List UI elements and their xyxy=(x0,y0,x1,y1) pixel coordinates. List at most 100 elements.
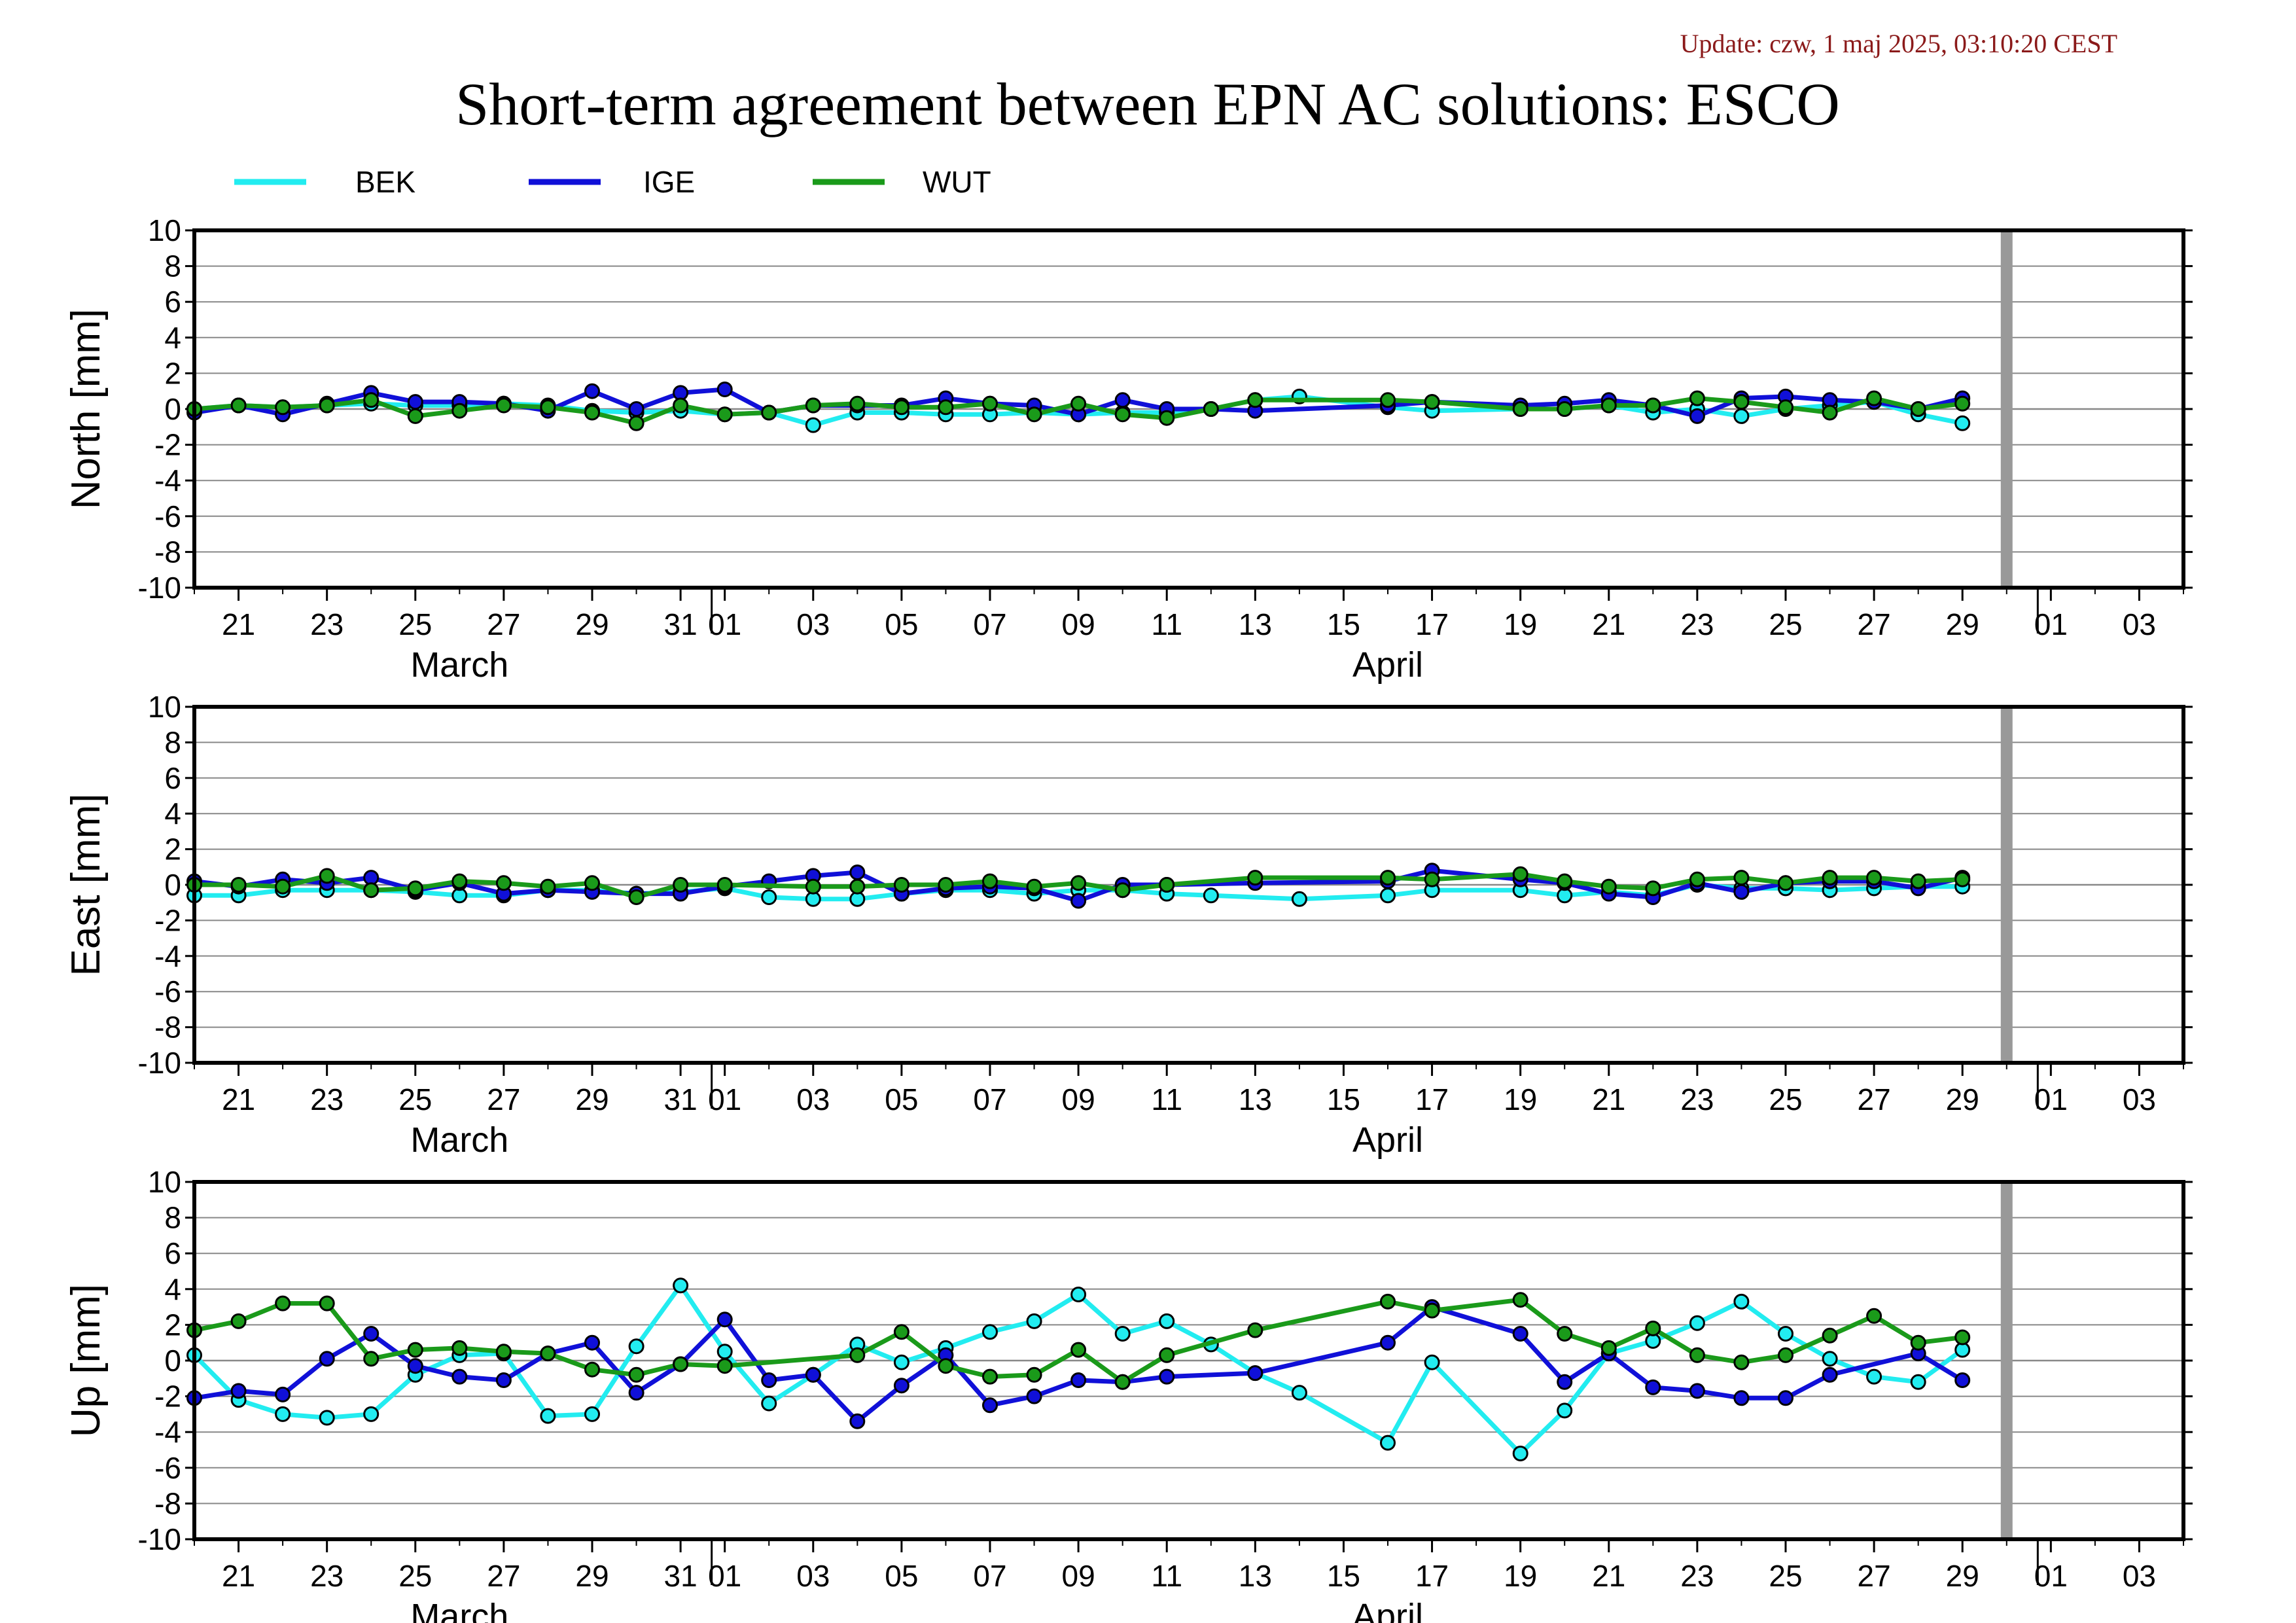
data-point xyxy=(1778,399,1793,416)
data-point xyxy=(1954,1372,1971,1388)
data-point xyxy=(628,889,645,905)
data-point xyxy=(1645,880,1661,897)
x-tick-label: 07 xyxy=(973,607,1006,641)
y-tick-label: -4 xyxy=(154,939,181,973)
data-point xyxy=(1733,408,1750,424)
x-tick-label: 29 xyxy=(575,1559,609,1593)
data-point xyxy=(407,1358,423,1374)
data-point xyxy=(1557,873,1573,889)
x-tick-label: 31 xyxy=(664,1082,698,1116)
data-point xyxy=(1733,1390,1750,1406)
series-wut xyxy=(186,1292,1971,1390)
data-point xyxy=(1600,397,1617,414)
data-point xyxy=(407,408,423,424)
x-tick-label: 15 xyxy=(1327,607,1360,641)
month-label: April xyxy=(1352,645,1423,685)
x-tick-label: 01 xyxy=(2034,1559,2068,1593)
x-tick-label: 23 xyxy=(1680,607,1714,641)
y-tick-label: 4 xyxy=(164,321,181,355)
data-point xyxy=(1822,1351,1838,1367)
data-point xyxy=(716,382,733,397)
y-tick-label: -4 xyxy=(154,463,181,497)
current-day-marker xyxy=(2000,1182,2013,1539)
data-point xyxy=(1380,870,1396,886)
series-group xyxy=(186,1277,1971,1461)
grid-lines xyxy=(194,1217,2183,1505)
data-point xyxy=(716,1344,733,1360)
x-tick-label: 21 xyxy=(1592,1082,1625,1116)
data-point xyxy=(540,1346,556,1362)
data-point xyxy=(495,1344,512,1360)
x-tick-label: 25 xyxy=(1769,607,1802,641)
data-point xyxy=(407,1342,423,1358)
x-tick-label: 03 xyxy=(2123,1082,2156,1116)
y-tick-label: 8 xyxy=(164,1201,181,1235)
data-point xyxy=(1866,870,1882,886)
data-point xyxy=(1822,870,1838,886)
data-point xyxy=(673,1356,689,1372)
data-point xyxy=(1070,875,1087,891)
data-point xyxy=(1159,1368,1175,1385)
data-point xyxy=(628,1385,645,1401)
x-tick-label: 29 xyxy=(1946,607,1979,641)
x-tick-label: 25 xyxy=(398,1559,432,1593)
month-label: April xyxy=(1352,1597,1423,1623)
data-point xyxy=(761,1395,777,1412)
data-point xyxy=(805,417,821,433)
y-axis-label: North [mm] xyxy=(63,309,109,510)
data-point xyxy=(893,1378,910,1394)
data-point xyxy=(893,877,910,893)
data-point xyxy=(982,395,998,412)
x-tick-label: 27 xyxy=(1858,1082,1891,1116)
x-tick-label: 23 xyxy=(1680,1559,1714,1593)
x-tick-label: 27 xyxy=(1858,607,1891,641)
y-tick-label: -6 xyxy=(154,1451,181,1485)
data-point xyxy=(1203,401,1219,417)
series-group xyxy=(186,863,1971,909)
data-point xyxy=(761,404,777,421)
data-point xyxy=(982,1324,998,1340)
x-tick-label: 09 xyxy=(1062,1559,1095,1593)
data-point xyxy=(1159,1313,1175,1329)
data-point xyxy=(893,1354,910,1370)
month-label: March xyxy=(410,645,508,685)
data-point xyxy=(805,397,821,414)
data-point xyxy=(1070,893,1087,909)
data-point xyxy=(230,877,247,893)
y-tick-label: 6 xyxy=(164,761,181,795)
data-point xyxy=(1689,390,1705,406)
data-point xyxy=(540,399,556,416)
data-point xyxy=(1070,395,1087,412)
x-tick-label: 21 xyxy=(222,1082,255,1116)
data-point xyxy=(1424,1302,1440,1319)
data-point xyxy=(628,415,645,431)
series-group xyxy=(186,382,1971,433)
x-tick-label: 17 xyxy=(1415,607,1449,641)
month-label: March xyxy=(410,1597,508,1623)
x-tick-label: 25 xyxy=(1769,1082,1802,1116)
x-tick-label: 13 xyxy=(1239,1559,1272,1593)
data-point xyxy=(1557,1374,1573,1390)
data-point xyxy=(1114,882,1131,899)
x-tick-label: 03 xyxy=(796,1559,830,1593)
x-tick-label: 25 xyxy=(1769,1559,1802,1593)
data-point xyxy=(1070,1342,1087,1358)
y-tick-label: 10 xyxy=(148,1165,181,1199)
x-tick-label: 05 xyxy=(885,607,918,641)
data-point xyxy=(893,399,910,416)
x-axis: 21 23 25 27 29 31 01 03 05 07 09 11 13 15 17 19 21 23 25 27… xyxy=(194,1539,2184,1623)
x-tick-label: 21 xyxy=(222,607,255,641)
x-tick-label: 05 xyxy=(885,1082,918,1116)
x-tick-label: 29 xyxy=(1946,1559,1979,1593)
legend-label: IGE xyxy=(643,165,695,199)
data-point xyxy=(1689,1347,1705,1363)
data-point xyxy=(1778,1347,1793,1363)
data-point xyxy=(1026,1313,1042,1329)
data-point xyxy=(1070,1372,1087,1388)
data-point xyxy=(849,878,866,895)
x-tick-label: 03 xyxy=(796,607,830,641)
data-point xyxy=(1733,870,1750,886)
